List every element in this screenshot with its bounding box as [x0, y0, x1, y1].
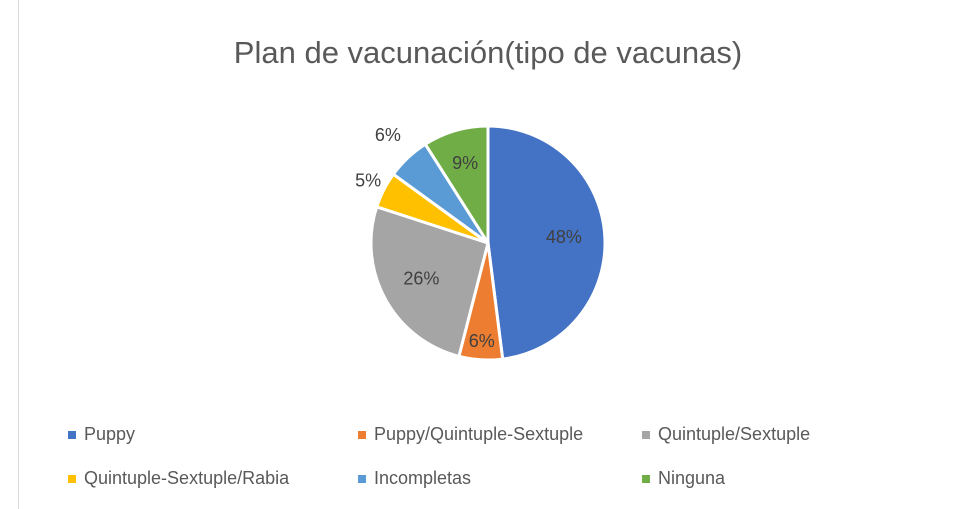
legend-marker: [68, 431, 76, 439]
legend-label: Ninguna: [658, 468, 726, 488]
legend-marker: [642, 431, 650, 439]
data-label: 6%: [469, 331, 495, 351]
data-label: 48%: [546, 227, 582, 247]
legend-label: Puppy: [84, 424, 135, 444]
legend-label: Puppy/Quintuple-Sextuple: [374, 424, 583, 444]
legend-label: Quintuple/Sextuple: [658, 424, 810, 444]
pie-slice: [369, 204, 490, 359]
legend-label: Quintuple-Sextuple/Rabia: [84, 468, 290, 488]
pie-slice: [423, 124, 490, 249]
legend-marker: [642, 475, 650, 483]
data-label: 9%: [452, 153, 478, 173]
legend-marker: [358, 431, 366, 439]
data-label: 6%: [375, 125, 401, 145]
legend-marker: [68, 475, 76, 483]
legend-label: Incompletas: [374, 468, 471, 488]
legend-marker: [358, 475, 366, 483]
chart-title: Plan de vacunación(tipo de vacunas): [234, 35, 742, 70]
data-label: 5%: [355, 171, 381, 191]
pie-slice: [486, 124, 607, 361]
data-label: 26%: [403, 268, 439, 288]
